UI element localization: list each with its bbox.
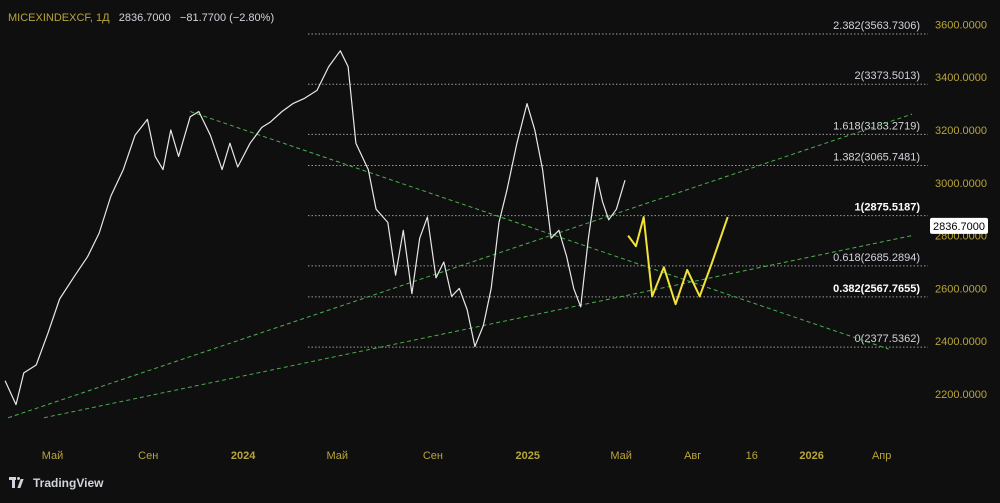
- current-price-label: 2836.7000: [933, 221, 985, 233]
- projection-series-line: [627, 216, 729, 306]
- tradingview-brand[interactable]: TradingView: [9, 476, 103, 490]
- last-price: 2836.7000: [118, 12, 171, 24]
- x-tick-label: Авг: [684, 450, 701, 462]
- x-tick-label: Сен: [138, 450, 158, 462]
- fib-level-label: 0(2377.5362): [855, 333, 920, 345]
- x-tick-label: 16: [746, 450, 758, 462]
- x-tick-label: 2025: [516, 450, 540, 462]
- fib-level-label: 2.382(3563.7306): [833, 20, 920, 32]
- x-tick-label: Май: [42, 450, 64, 462]
- x-tick-label: 2026: [799, 450, 823, 462]
- x-tick-label: Апр: [872, 450, 891, 462]
- trendline: [190, 111, 889, 350]
- symbol-label[interactable]: MICEXINDEXCF, 1Д: [8, 12, 110, 24]
- y-tick-label: 2400.0000: [935, 336, 987, 348]
- y-tick-label: 2200.0000: [935, 389, 987, 401]
- x-tick-label: Сен: [423, 450, 443, 462]
- y-tick-label: 3600.0000: [935, 19, 987, 31]
- y-tick-label: 3400.0000: [935, 72, 987, 84]
- chart-header: MICEXINDEXCF, 1Д 2836.7000 −81.7700 (−2.…: [8, 12, 274, 24]
- y-tick-label: 3200.0000: [935, 125, 987, 137]
- price-series-line: [4, 50, 626, 406]
- y-tick-label: 2600.0000: [935, 283, 987, 295]
- trendline: [8, 113, 913, 419]
- fib-level-label: 1.382(3065.7481): [833, 151, 920, 163]
- brand-name: TradingView: [33, 476, 104, 490]
- fib-level-label: 0.618(2685.2894): [833, 252, 920, 264]
- x-tick-label: Май: [326, 450, 348, 462]
- x-tick-label: Май: [610, 450, 632, 462]
- fib-level-label: 0.382(2567.7655): [833, 283, 920, 295]
- price-change: −81.7700 (−2.80%): [179, 12, 275, 24]
- tradingview-logo-icon: [9, 477, 27, 489]
- y-tick-label: 3000.0000: [935, 178, 987, 190]
- fib-level-label: 1(2875.5187): [855, 202, 921, 214]
- fib-level-label: 2(3373.5013): [855, 70, 920, 82]
- fib-level-label: 1.618(3183.2719): [833, 120, 920, 132]
- x-tick-label: 2024: [231, 450, 256, 462]
- current-price-badge: [930, 217, 988, 234]
- trendline: [43, 235, 913, 419]
